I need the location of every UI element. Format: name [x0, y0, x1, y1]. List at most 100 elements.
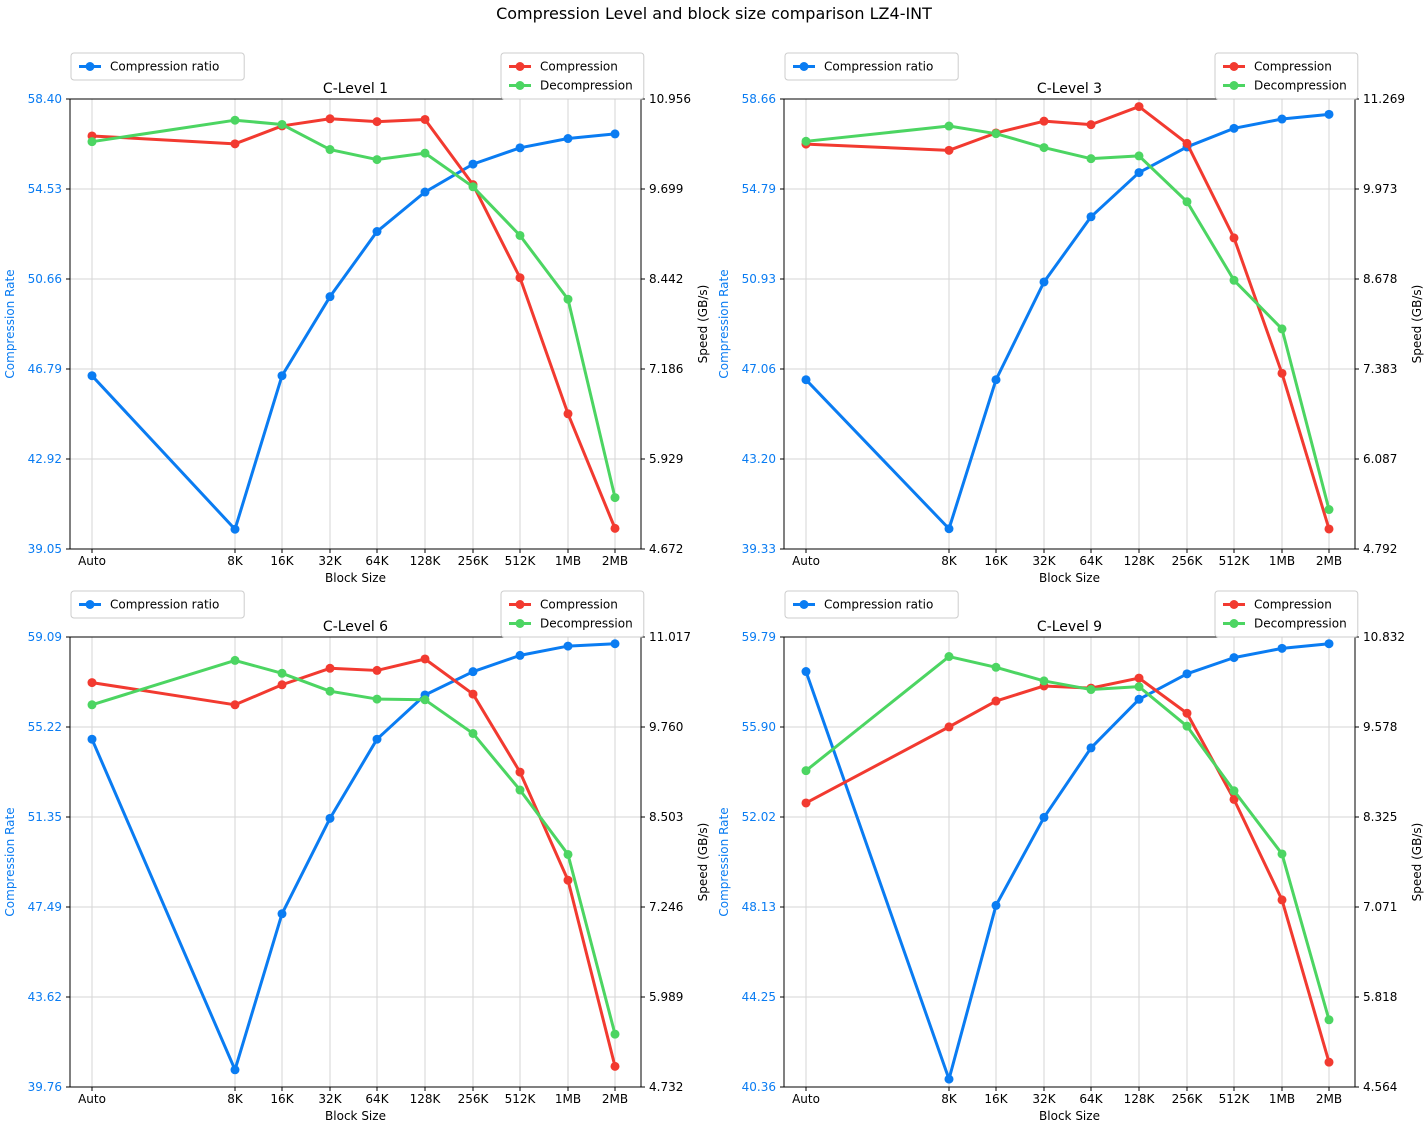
legend-label: Compression [540, 60, 618, 74]
data-point-ratio [944, 524, 954, 534]
data-point-decompression [515, 230, 525, 240]
data-point-compression [1039, 116, 1049, 126]
x-tick-label: 8K [941, 554, 958, 568]
data-point-decompression [325, 686, 335, 696]
legend-swatch-marker [85, 600, 95, 609]
data-point-decompression [420, 148, 430, 158]
data-point-compression [1229, 233, 1239, 243]
data-point-compression [610, 523, 620, 533]
data-point-ratio [563, 134, 573, 144]
data-point-compression [1182, 708, 1192, 718]
right-tick-label: 8.678 [1363, 272, 1397, 286]
data-point-decompression [991, 662, 1001, 672]
x-tick-label: 16K [984, 1092, 1008, 1106]
x-tick-label: 256K [1172, 1092, 1204, 1106]
plot-frame [783, 636, 1356, 1088]
data-point-decompression [801, 136, 811, 146]
data-point-compression [1324, 1057, 1334, 1067]
data-point-decompression [1039, 143, 1049, 153]
legend-label: Decompression [540, 617, 633, 631]
series-line-decompression [805, 124, 1331, 510]
left-tick-label: 50.93 [742, 272, 776, 286]
series-line-decompression [91, 658, 617, 1035]
x-tick-label: 2MB [1316, 554, 1342, 568]
series-line-ratio [804, 642, 1330, 1081]
right-axis-label: Speed (GB/s) [696, 285, 710, 364]
series-line-compression [91, 117, 617, 529]
legend-box [70, 52, 245, 81]
x-tick-label: 64K [1079, 1092, 1103, 1106]
data-point-decompression [1086, 154, 1096, 164]
chart-panel-2: 39.33 43.20 47.06 50.93 54.79 58.66 4.792 6.087… [717, 52, 1424, 585]
data-point-compression [420, 654, 430, 664]
data-point-decompression [1324, 505, 1334, 515]
plot-frame [69, 98, 642, 550]
data-point-compression [325, 663, 335, 673]
data-point-decompression [420, 695, 430, 705]
data-point-ratio [420, 187, 430, 197]
x-axis-label: Block Size [325, 571, 386, 585]
data-point-compression [515, 767, 525, 777]
legend: Compression Decompression [500, 52, 645, 100]
left-axis-label: Compression Rate [3, 269, 17, 378]
legend-box [784, 52, 959, 81]
right-tick-label: 9.973 [1363, 182, 1397, 196]
left-tick-label: 54.53 [28, 182, 62, 196]
legend-box [500, 52, 645, 100]
data-point-ratio [801, 667, 811, 677]
legend-swatch-marker [85, 62, 95, 71]
right-tick-label: 7.383 [1363, 362, 1397, 376]
data-point-ratio [801, 375, 811, 385]
data-point-compression [563, 875, 573, 885]
legend: Compression ratio [784, 590, 959, 619]
series-compression [87, 114, 620, 533]
x-tick-label: Auto [792, 1092, 820, 1106]
right-tick-label: 4.564 [1363, 1080, 1397, 1094]
x-tick-label: 8K [941, 1092, 958, 1106]
left-tick-label: 42.92 [28, 452, 62, 466]
left-tick-label: 39.05 [28, 542, 62, 556]
series-decompression [801, 652, 1334, 1025]
right-tick-label: 8.325 [1363, 810, 1397, 824]
series-decompression [87, 115, 620, 503]
left-tick-label: 50.66 [28, 272, 62, 286]
data-point-ratio [515, 143, 525, 153]
chart-title: C-Level 9 [1037, 619, 1102, 635]
left-tick-label: 55.22 [28, 720, 62, 734]
x-tick-label: 256K [1172, 554, 1204, 568]
left-tick-label: 58.66 [742, 92, 776, 106]
data-point-decompression [468, 182, 478, 192]
right-tick-label: 7.186 [649, 362, 683, 376]
series-line-compression [91, 657, 617, 1067]
right-tick-label: 4.732 [649, 1080, 683, 1094]
data-point-decompression [515, 785, 525, 795]
data-point-ratio [610, 639, 620, 649]
x-tick-label: 512K [1219, 554, 1251, 568]
series-ratio [801, 109, 1334, 534]
data-point-decompression [944, 652, 954, 662]
data-point-ratio [372, 734, 382, 744]
legend-box [70, 590, 245, 619]
series-line-ratio [90, 642, 616, 1072]
right-tick-label: 6.087 [1363, 452, 1397, 466]
data-point-decompression [944, 121, 954, 131]
data-point-compression [991, 696, 1001, 706]
x-tick-label: 256K [458, 554, 490, 568]
series-compression [801, 673, 1334, 1067]
data-point-ratio [372, 227, 382, 237]
legend-swatch-marker [1229, 62, 1239, 71]
legend-swatch-marker [1229, 81, 1239, 90]
left-axis-label: Compression Rate [3, 807, 17, 916]
x-tick-label: 32K [1032, 1092, 1056, 1106]
data-point-decompression [1134, 151, 1144, 161]
right-tick-label: 8.503 [649, 810, 683, 824]
data-point-decompression [1086, 685, 1096, 695]
x-tick-label: 64K [1079, 554, 1103, 568]
x-tick-label: 32K [318, 554, 342, 568]
x-tick-label: 16K [270, 1092, 294, 1106]
data-point-ratio [610, 129, 620, 139]
data-point-compression [944, 145, 954, 155]
data-point-ratio [1277, 643, 1287, 653]
data-point-decompression [1277, 849, 1287, 859]
chart-title: C-Level 6 [323, 619, 388, 635]
